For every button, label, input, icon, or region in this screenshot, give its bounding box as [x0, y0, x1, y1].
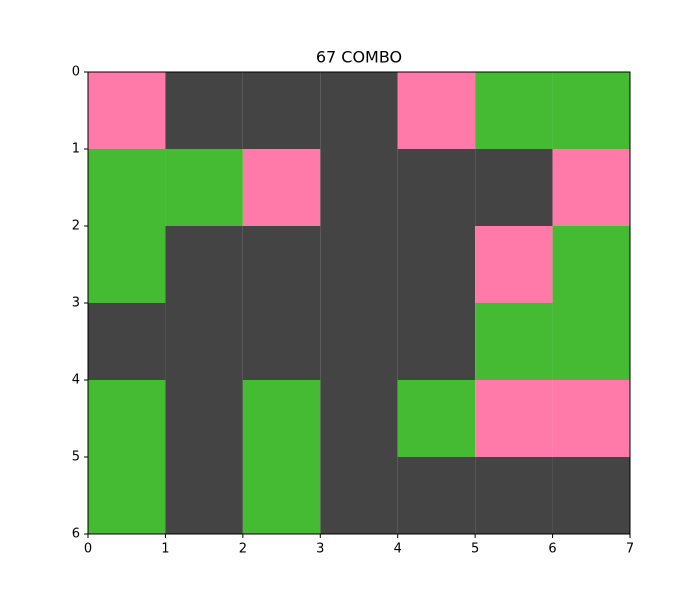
- cell: [242, 303, 321, 380]
- cell: [320, 457, 398, 534]
- cell: [475, 457, 553, 534]
- x-tick-label: 3: [316, 542, 324, 557]
- x-tick-label: 6: [548, 542, 556, 557]
- y-tick-label: 4: [72, 373, 80, 388]
- cell: [397, 226, 476, 303]
- cell: [397, 303, 476, 380]
- cell: [88, 149, 166, 226]
- cell: [552, 72, 630, 149]
- cell: [320, 303, 398, 380]
- cell: [475, 380, 553, 457]
- y-tick-label: 6: [72, 527, 80, 542]
- cell: [320, 380, 398, 457]
- cell: [475, 149, 553, 226]
- cell: [552, 226, 630, 303]
- cell: [88, 380, 166, 457]
- cell: [165, 149, 243, 226]
- cell: [475, 226, 553, 303]
- cell: [165, 303, 243, 380]
- cell: [165, 226, 243, 303]
- cell: [88, 72, 166, 149]
- cell: [242, 149, 321, 226]
- cell: [242, 226, 321, 303]
- y-tick-label: 3: [72, 296, 80, 311]
- cell: [552, 303, 630, 380]
- cell: [397, 72, 476, 149]
- cell: [165, 457, 243, 534]
- x-tick-label: 4: [394, 542, 402, 557]
- y-tick-label: 2: [72, 219, 80, 234]
- cell: [320, 226, 398, 303]
- y-tick-label: 0: [72, 65, 80, 80]
- cell: [320, 72, 398, 149]
- cell: [397, 380, 476, 457]
- chart-title: 67 COMBO: [316, 48, 402, 67]
- cell: [552, 149, 630, 226]
- y-tick-label: 5: [72, 450, 80, 465]
- x-tick-label: 0: [84, 542, 92, 557]
- cell: [552, 380, 630, 457]
- x-tick-label: 5: [471, 542, 479, 557]
- cell: [242, 72, 321, 149]
- cell: [88, 457, 166, 534]
- y-tick-label: 1: [72, 142, 80, 157]
- cell: [165, 72, 243, 149]
- cell: [88, 303, 166, 380]
- cell: [165, 380, 243, 457]
- cell: [320, 149, 398, 226]
- cell: [475, 72, 553, 149]
- cell: [397, 149, 476, 226]
- x-tick-label: 1: [161, 542, 169, 557]
- cell: [552, 457, 630, 534]
- x-tick-label: 2: [239, 542, 247, 557]
- cell: [88, 226, 166, 303]
- cell: [242, 457, 321, 534]
- cell: [397, 457, 476, 534]
- x-tick-label: 7: [626, 542, 634, 557]
- cell: [475, 303, 553, 380]
- cell: [242, 380, 321, 457]
